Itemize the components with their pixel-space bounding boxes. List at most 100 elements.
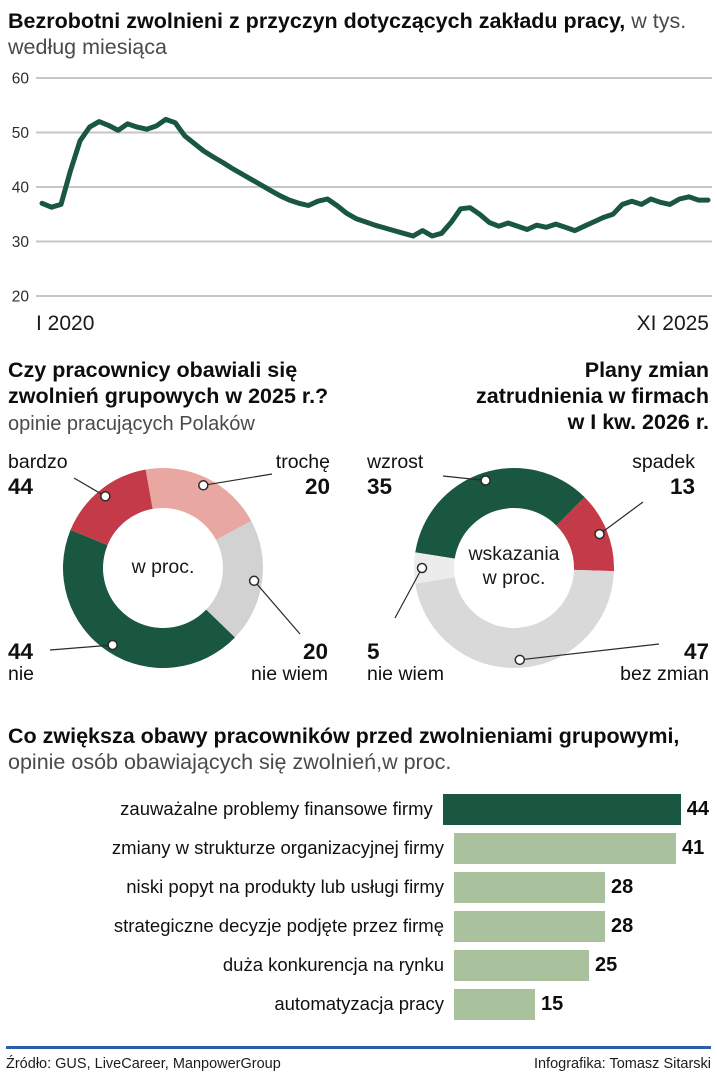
bar-value: 41 — [682, 836, 705, 859]
bar-chart: zauważalne problemy finansowe firmy 44 zmi… — [8, 790, 709, 1024]
donut-value: 20 — [304, 473, 330, 499]
fear-donut-subtitle: opinie pracujących Polaków — [8, 413, 255, 436]
bar-row: duża konkurencja na rynku 25 — [8, 946, 709, 985]
bar-track: 44 — [442, 793, 709, 825]
donut-segment-nie-wiem — [206, 521, 263, 638]
callout-leader-line — [442, 475, 486, 482]
donut-answer: nie wiem — [367, 663, 444, 686]
bar-category-label: zauważalne problemy finansowe firmy — [120, 798, 433, 820]
line-chart-svg: 60 50 40 30 20 — [12, 71, 712, 306]
donut-label-nie: 44 nie — [8, 639, 34, 686]
x-axis-labels: I 2020 XI 2025 — [0, 312, 717, 336]
bar-value: 44 — [686, 797, 709, 820]
plans-donut-svg — [394, 468, 660, 669]
donut-segment-nie-wiem — [414, 552, 455, 584]
bar — [454, 949, 589, 981]
donut-value: 44 — [8, 639, 34, 665]
donut-value: 5 — [367, 639, 380, 665]
line-chart-title: Bezrobotni zwolnieni z przyczyn dotycząc… — [8, 9, 626, 33]
donut-segment-bardzo — [70, 469, 153, 546]
bar-track: 41 — [454, 832, 709, 864]
footer: Źródło: GUS, LiveCareer, ManpowerGroup I… — [6, 1046, 711, 1072]
donut-answer: bardzo — [8, 451, 68, 474]
donut-label-nie-wiem: 20 nie wiem — [251, 639, 328, 686]
bar-track: 15 — [454, 988, 709, 1020]
y-tick-label: 40 — [12, 180, 30, 197]
y-tick-label: 60 — [12, 71, 30, 88]
callout-dot — [514, 654, 526, 666]
callout-dot — [107, 639, 118, 651]
bar — [454, 910, 605, 942]
bar-value: 28 — [611, 875, 634, 898]
donut-answer: bez zmian — [620, 663, 709, 686]
plans-donut-chart: wzrost 35 spadek 13 47 bez zmian 5 nie wiem wska… — [359, 448, 711, 694]
callout-leader-line — [49, 644, 113, 651]
bar-value: 25 — [595, 953, 618, 976]
bar-chart-section: Co zwiększa obawy pracowników przed zwol… — [0, 724, 717, 1024]
callout-leader-line — [394, 567, 423, 619]
donut-answer: nie — [8, 663, 35, 686]
callout-dot — [100, 491, 111, 502]
line-chart: 60 50 40 30 20 I 2020 XI 2025 — [0, 66, 717, 336]
donut-section-titles: Czy pracownicy obawiali się zwolnień gru… — [0, 358, 717, 436]
bar-track: 28 — [454, 871, 709, 903]
line-chart-subtitle: w tys. według miesiąca — [8, 9, 687, 60]
y-tick-label: 20 — [12, 289, 30, 306]
callout-leader-line — [599, 501, 644, 535]
plans-donut-header: Plany zmian zatrudnienia w firmach w I k… — [475, 358, 709, 436]
x-axis-last-label: XI 2025 — [636, 312, 709, 336]
bar-row: automatyzacja pracy 15 — [8, 985, 709, 1024]
bar-track: 28 — [454, 910, 709, 942]
source-text: Źródło: GUS, LiveCareer, ManpowerGroup — [6, 1056, 281, 1072]
donut-label-nie-wiem: 5 nie wiem — [367, 639, 444, 686]
bar-category-label: automatyzacja pracy — [274, 993, 444, 1015]
x-axis-first-label: I 2020 — [36, 312, 95, 336]
callout-leader-line — [253, 580, 301, 635]
donut-answer: nie wiem — [251, 663, 328, 686]
donut-segment-bez-zmian — [415, 569, 614, 669]
bar-category-label: zmiany w strukturze organizacyjnej firmy — [111, 837, 444, 859]
bar — [454, 988, 535, 1020]
bar-chart-subtitle: opinie osób obawiających się zwolnień,w … — [8, 749, 452, 774]
callout-leader-line — [73, 477, 106, 497]
bar-category-label: duża konkurencja na rynku — [222, 954, 444, 976]
donut-center-label: w proc. — [131, 556, 195, 579]
donut-segment-spadek — [556, 497, 614, 572]
donut-segment-trochę — [145, 468, 252, 540]
bar-category-label: niski popyt na produkty lub usługi firmy — [126, 876, 444, 898]
callout-dot — [594, 528, 605, 540]
donut-value: 47 — [683, 639, 709, 665]
donut-segment-wzrost — [415, 468, 585, 559]
donut-segment-nie — [63, 529, 235, 669]
callout-dot — [248, 575, 260, 587]
bar-row: niski popyt na produkty lub usługi firmy… — [8, 868, 709, 907]
donut-answer: trochę — [275, 451, 330, 474]
bar — [454, 871, 605, 903]
callout-dot — [416, 562, 428, 574]
donut-charts-row: trochę 20 20 nie wiem 44 nie bardzo 44 w proc. w… — [0, 448, 717, 694]
donut-answer: wzrost — [367, 451, 424, 474]
bar-chart-title: Co zwiększa obawy pracowników przed zwol… — [8, 724, 680, 749]
bar-value: 15 — [541, 992, 564, 1015]
bar-track: 25 — [454, 949, 709, 981]
bar-row: zmiany w strukturze organizacyjnej firmy… — [8, 829, 709, 868]
line-series — [39, 117, 711, 239]
credit-text: Infografika: Tomasz Sitarski — [533, 1056, 711, 1072]
y-tick-label: 50 — [12, 125, 30, 142]
fear-donut-svg — [49, 468, 301, 669]
callout-leader-line — [519, 643, 660, 661]
callout-leader-line — [203, 473, 273, 486]
line-chart-header: Bezrobotni zwolnieni z przyczyn dotycząc… — [0, 0, 717, 60]
callout-dot — [480, 475, 491, 486]
bar-category-label: strategiczne decyzje podjęte przez firmę — [113, 915, 444, 937]
donut-label-trochę: trochę 20 — [275, 451, 330, 499]
donut-label-spadek: spadek 13 — [632, 451, 695, 499]
donut-value: 20 — [302, 639, 328, 665]
bar — [454, 832, 676, 864]
donut-value: 35 — [367, 473, 393, 499]
donut-label-bardzo: bardzo 44 — [8, 451, 68, 499]
donut-value: 13 — [669, 473, 695, 499]
donut-value: 44 — [8, 473, 34, 499]
donut-label-wzrost: wzrost 35 — [367, 451, 424, 499]
